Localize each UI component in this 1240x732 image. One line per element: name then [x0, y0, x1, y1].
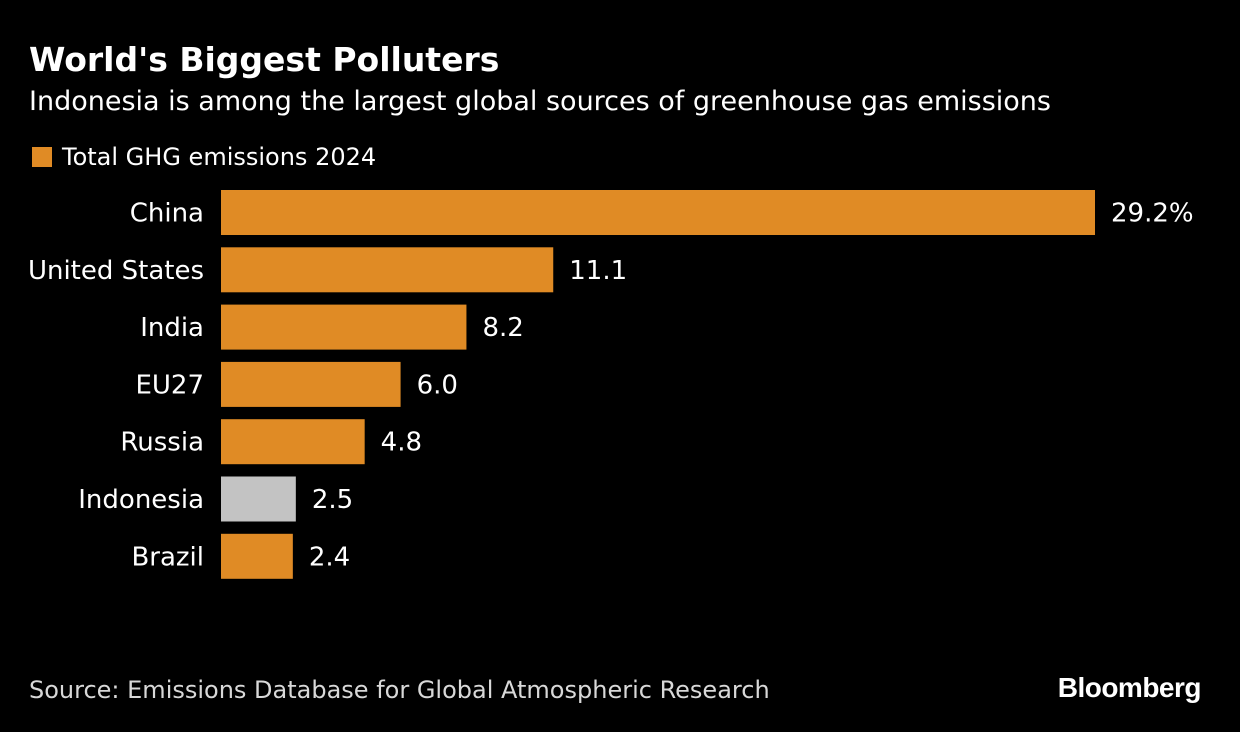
- category-label-india: India: [140, 313, 204, 343]
- category-label-brazil: Brazil: [131, 542, 204, 572]
- bloomberg-logo: Bloomberg: [1057, 672, 1202, 703]
- category-label-eu27: EU27: [135, 370, 204, 400]
- bar-eu27: [221, 361, 401, 407]
- value-label-china: 29.2%: [1111, 199, 1194, 229]
- bar-india: [221, 304, 467, 350]
- legend-swatch: [32, 147, 52, 167]
- bar-united-states: [221, 247, 554, 293]
- value-label-indonesia: 2.5: [312, 485, 353, 515]
- value-label-india: 8.2: [482, 313, 523, 343]
- bar-brazil: [221, 533, 293, 579]
- bar-china: [221, 190, 1095, 235]
- source-note: Source: Emissions Database for Global At…: [29, 676, 770, 704]
- legend-label: Total GHG emissions 2024: [62, 143, 377, 171]
- value-label-eu27: 6.0: [417, 370, 458, 400]
- chart-subtitle: Indonesia is among the largest global so…: [29, 86, 1051, 117]
- bar-russia: [221, 419, 365, 465]
- value-label-brazil: 2.4: [309, 542, 350, 572]
- chart-title: World's Biggest Polluters: [29, 40, 500, 79]
- category-label-indonesia: Indonesia: [78, 485, 204, 515]
- bar-indonesia: [221, 476, 296, 522]
- category-label-china: China: [130, 199, 204, 229]
- category-label-united-states: United States: [28, 256, 204, 286]
- legend: Total GHG emissions 2024: [32, 143, 376, 171]
- value-label-united-states: 11.1: [569, 256, 627, 286]
- category-label-russia: Russia: [120, 428, 204, 458]
- value-label-russia: 4.8: [381, 428, 422, 458]
